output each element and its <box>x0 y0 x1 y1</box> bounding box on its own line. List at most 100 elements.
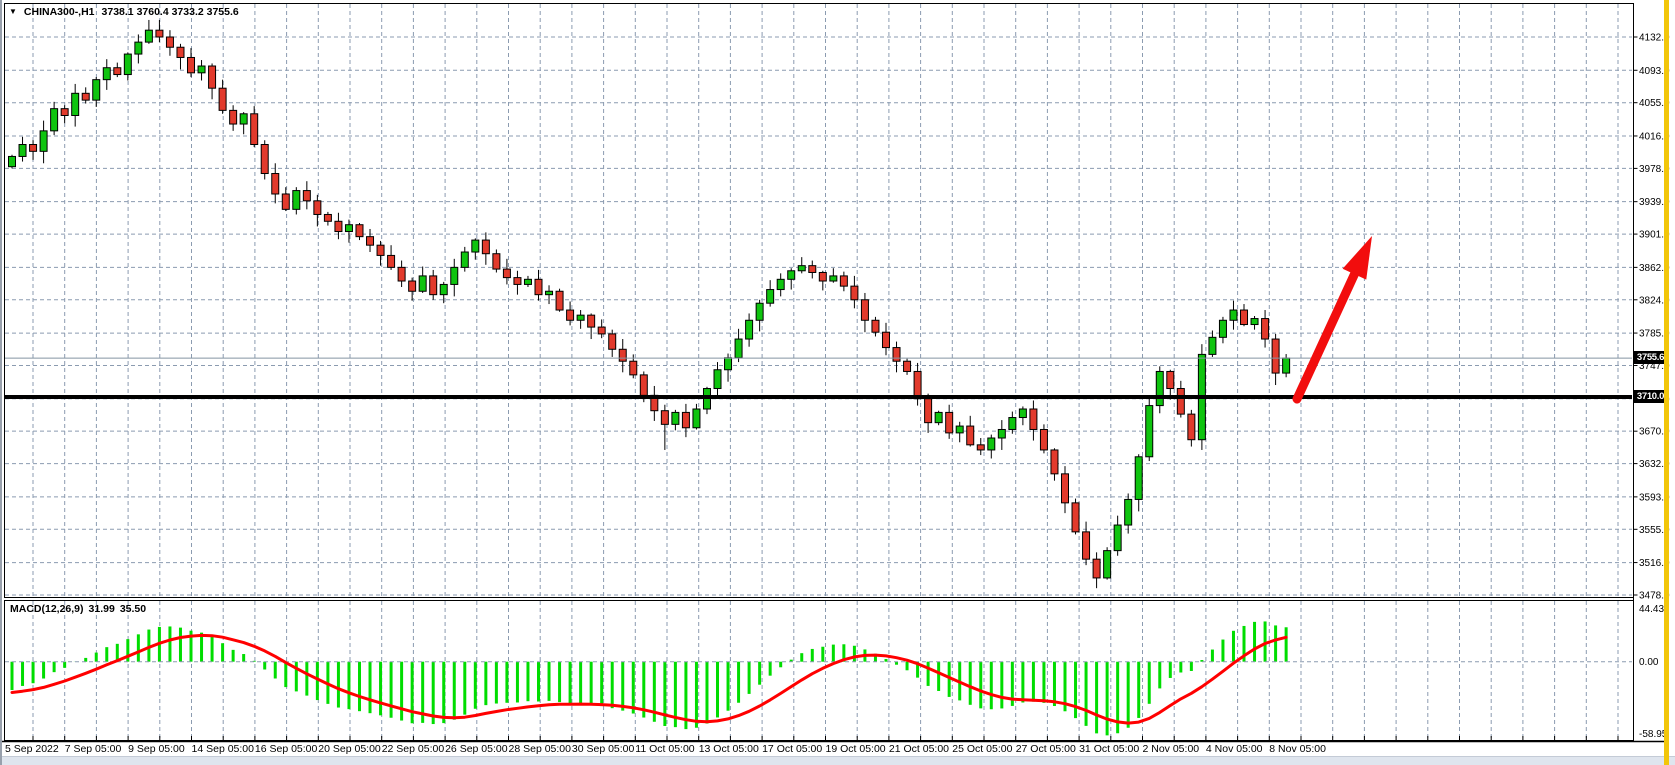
main-plot-frame <box>4 3 1634 598</box>
candle-body <box>1176 388 1185 415</box>
candle-body <box>1029 408 1038 430</box>
price-gridlines <box>5 36 1632 596</box>
candle-body <box>745 319 754 340</box>
candle-body <box>555 290 564 311</box>
price-tick-label: 3785.0 <box>1639 329 1670 340</box>
price-tick-label: 3901.0 <box>1639 230 1670 241</box>
candle-body <box>1282 357 1291 374</box>
candle-body <box>713 369 722 390</box>
candle-body <box>229 109 238 125</box>
candle-body <box>892 347 901 362</box>
candle-body <box>881 331 890 349</box>
candle-body <box>597 326 606 335</box>
candle-body <box>787 270 796 280</box>
candle-body <box>39 130 48 152</box>
candle-body <box>934 411 943 424</box>
candle-body <box>1218 319 1227 338</box>
candle-body <box>81 92 90 101</box>
title-bar: ▼ CHINA300-,H1 3738.1 3760.4 3733.2 3755… <box>9 6 239 18</box>
candle-body <box>903 360 912 372</box>
candle-body <box>660 410 669 425</box>
hline-price-badge: 3710.0 <box>1634 390 1667 403</box>
candle-body <box>397 266 406 282</box>
candle-body <box>355 224 364 238</box>
candle-body <box>187 56 196 74</box>
macd-tick-label: 0.00 <box>1639 657 1659 668</box>
candle-body <box>471 239 480 253</box>
candle-body <box>1271 338 1280 374</box>
candle-body <box>1050 449 1059 475</box>
candle-body <box>92 79 101 101</box>
candle-body <box>618 348 627 362</box>
candle-body <box>997 428 1006 439</box>
candle-body <box>387 254 396 268</box>
time-tick-label: 11 Oct 05:00 <box>635 743 695 755</box>
macd-axis[interactable]: 44.43 0.00 -58.95 <box>1639 604 1668 740</box>
left-edge-border <box>0 0 2 765</box>
candle-body <box>566 309 575 321</box>
candle-body <box>208 65 217 89</box>
candle-body <box>176 46 185 58</box>
candle-body <box>639 374 648 396</box>
candle-body <box>439 283 448 296</box>
time-tick-label: 21 Oct 05:00 <box>889 743 949 755</box>
candle-body <box>945 411 954 434</box>
candle-body <box>302 190 311 202</box>
price-tick-label: 4093.0 <box>1639 66 1670 77</box>
candle-body <box>123 53 132 76</box>
candle-body <box>492 253 501 270</box>
macd-signal-value: 35.50 <box>119 603 147 615</box>
candle-body <box>839 275 848 287</box>
candle-body <box>1071 502 1080 533</box>
candle-body <box>8 155 16 168</box>
time-tick-label: 4 Nov 05:00 <box>1206 743 1263 755</box>
candle-body <box>545 290 554 296</box>
macd-value: 31.99 <box>88 603 115 615</box>
time-tick-label: 28 Sep 05:00 <box>509 743 572 755</box>
time-tick-label: 5 Sep 2022 <box>5 743 59 755</box>
candle-body <box>1250 318 1259 326</box>
price-tick-label: 4132.0 <box>1639 33 1670 44</box>
candle-body <box>966 425 975 446</box>
candle-body <box>1134 456 1143 500</box>
trend-arrow[interactable] <box>1292 236 1372 404</box>
candle-body <box>1018 408 1027 419</box>
candle-body <box>766 289 775 304</box>
candle-body <box>534 278 543 296</box>
candle-body <box>776 278 785 291</box>
time-axis[interactable]: 5 Sep 2022 7 Sep 05:00 9 Sep 05:00 14 Sep 0… <box>5 736 1619 755</box>
candle-body <box>818 271 827 282</box>
candle-body <box>576 314 585 321</box>
candle-body <box>513 277 522 285</box>
time-tick-label: 26 Sep 05:00 <box>445 743 508 755</box>
candle-body <box>724 357 733 371</box>
price-tick-label: 3478.0 <box>1639 591 1670 602</box>
candle-body <box>50 108 59 132</box>
price-tick-label: 3978.0 <box>1639 164 1670 175</box>
time-tick-label: 25 Oct 05:00 <box>952 743 1012 755</box>
candle-body <box>1155 370 1164 407</box>
candle-body <box>250 113 259 146</box>
time-tick-label: 27 Oct 05:00 <box>1016 743 1076 755</box>
candle-body <box>1113 524 1122 552</box>
price-tick-label: 3516.0 <box>1639 558 1670 569</box>
candle-body <box>376 244 385 256</box>
price-axis[interactable]: 4132.0 4093.0 4055.0 4016.0 3978.0 3939.0 3901… <box>1633 33 1671 602</box>
time-tick-label: 14 Sep 05:00 <box>192 743 255 755</box>
price-tick-label: 3670.0 <box>1639 427 1670 438</box>
time-tick-label: 30 Sep 05:00 <box>572 743 635 755</box>
candle-body <box>1082 531 1091 560</box>
time-tick-label: 7 Sep 05:00 <box>65 743 122 755</box>
candle-body <box>460 251 469 268</box>
candle-body <box>450 266 459 285</box>
candle-body <box>1240 309 1249 326</box>
candle-body <box>871 319 880 333</box>
candle-body <box>239 113 248 125</box>
candle-body <box>1124 498 1133 526</box>
symbol-dropdown-icon[interactable]: ▼ <box>9 7 17 16</box>
price-tick-label: 4016.0 <box>1639 131 1670 142</box>
candle-body <box>165 36 174 48</box>
candle-body <box>260 144 269 175</box>
